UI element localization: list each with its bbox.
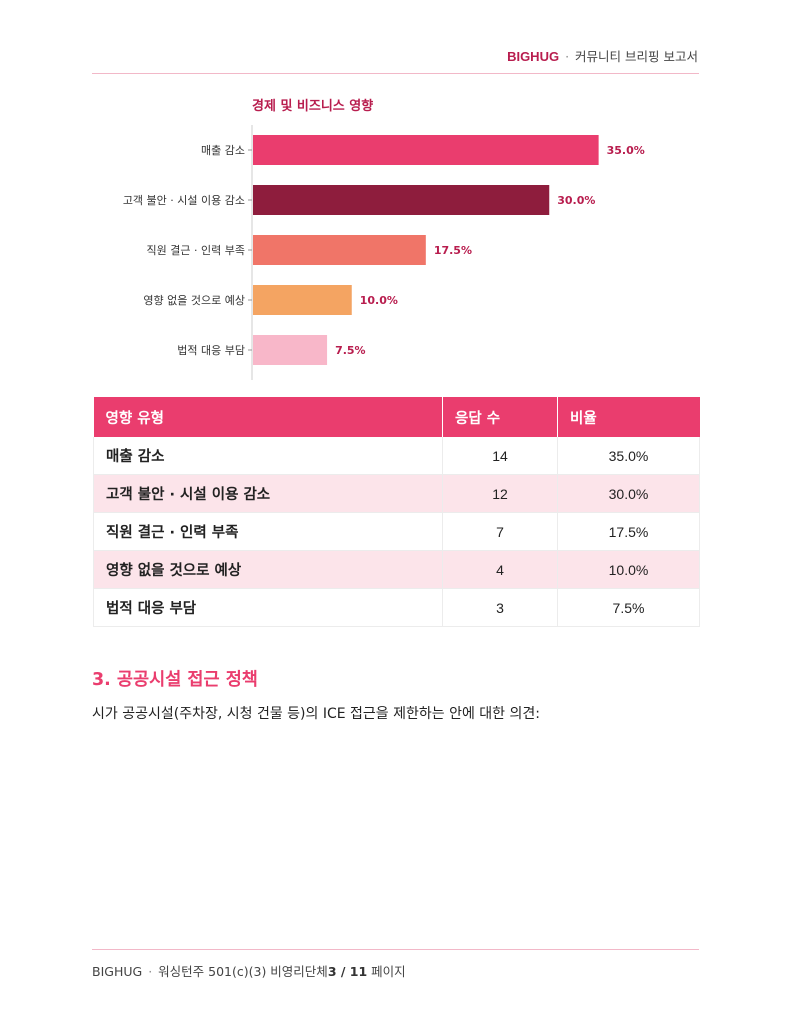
- chart-category-label: 매출 감소: [201, 144, 245, 157]
- table-row: 직원 결근 · 인력 부족 7 17.5%: [93, 512, 700, 551]
- page-suffix: 페이지: [371, 964, 406, 979]
- chart-bar: [253, 135, 599, 165]
- chart-value-label: 30.0%: [557, 194, 595, 207]
- table-row: 법적 대응 부담 3 7.5%: [93, 588, 700, 627]
- chart-value-label: 10.0%: [360, 294, 398, 307]
- cell-count: 4: [442, 550, 558, 589]
- section-title: 3. 공공시설 접근 정책: [92, 670, 258, 690]
- cell-type: 고객 불안 · 시설 이용 감소: [93, 474, 443, 513]
- chart-bar: [253, 285, 352, 315]
- table-row: 영향 없을 것으로 예상 4 10.0%: [93, 550, 700, 589]
- chart-category-label: 고객 불안 · 시설 이용 감소: [123, 194, 245, 207]
- header-separator: ·: [565, 49, 570, 64]
- chart-value-label: 17.5%: [434, 244, 472, 257]
- cell-count: 3: [442, 588, 558, 627]
- cell-ratio: 35.0%: [557, 437, 700, 475]
- cell-count: 7: [442, 512, 558, 551]
- column-header-type: 영향 유형: [93, 397, 443, 437]
- chart-title: 경제 및 비즈니스 영향: [252, 98, 373, 114]
- cell-ratio: 7.5%: [557, 588, 700, 627]
- page-header: BIGHUG · 커뮤니티 브리핑 보고서: [507, 46, 698, 65]
- table-header-row: 영향 유형 응답 수 비율: [93, 397, 700, 437]
- impact-bar-chart: 경제 및 비즈니스 영향 매출 감소 35.0% 고객 불안 · 시설 이용 감소 3…: [92, 88, 699, 388]
- cell-type: 영향 없을 것으로 예상: [93, 550, 443, 589]
- cell-count: 14: [442, 437, 558, 475]
- chart-value-label: 7.5%: [335, 344, 366, 357]
- table-row: 고객 불안 · 시설 이용 감소 12 30.0%: [93, 474, 700, 513]
- cell-ratio: 30.0%: [557, 474, 700, 513]
- footer-separator: ·: [148, 964, 153, 979]
- chart-category-label: 직원 결근 · 인력 부족: [147, 244, 245, 257]
- table-row: 매출 감소 14 35.0%: [93, 437, 700, 475]
- column-header-count: 응답 수: [442, 397, 558, 437]
- column-header-ratio: 비율: [557, 397, 700, 437]
- cell-ratio: 10.0%: [557, 550, 700, 589]
- chart-bar: [253, 335, 328, 365]
- chart-value-label: 35.0%: [607, 144, 645, 157]
- cell-type: 매출 감소: [93, 437, 443, 475]
- chart-category-label: 영향 없을 것으로 예상: [143, 294, 245, 307]
- impact-table: 영향 유형 응답 수 비율 매출 감소 14 35.0% 고객 불안 · 시설 …: [93, 397, 700, 627]
- cell-type: 직원 결근 · 인력 부족: [93, 512, 443, 551]
- chart-canvas: 경제 및 비즈니스 영향 매출 감소 35.0% 고객 불안 · 시설 이용 감소 3…: [123, 98, 645, 380]
- header-title: 커뮤니티 브리핑 보고서: [575, 49, 698, 64]
- chart-bar: [253, 235, 426, 265]
- footer-brand: BIGHUG: [92, 964, 143, 979]
- page-number: 3 / 11: [327, 964, 368, 979]
- cell-type: 법적 대응 부담: [93, 588, 443, 627]
- section-body: 시가 공공시설(주차장, 시청 건물 등)의 ICE 접근을 제한하는 안에 대…: [92, 706, 540, 722]
- cell-ratio: 17.5%: [557, 512, 700, 551]
- footer-org: 워싱턴주 501(c)(3) 비영리단체: [158, 964, 328, 979]
- header-brand: BIGHUG: [507, 49, 560, 64]
- footer-divider: [92, 949, 699, 950]
- page-footer: BIGHUG · 워싱턴주 501(c)(3) 비영리단체3 / 11 페이지: [92, 961, 406, 980]
- chart-bar: [253, 185, 550, 215]
- cell-count: 12: [442, 474, 558, 513]
- chart-category-label: 법적 대응 부담: [177, 344, 245, 357]
- header-divider: [92, 73, 699, 74]
